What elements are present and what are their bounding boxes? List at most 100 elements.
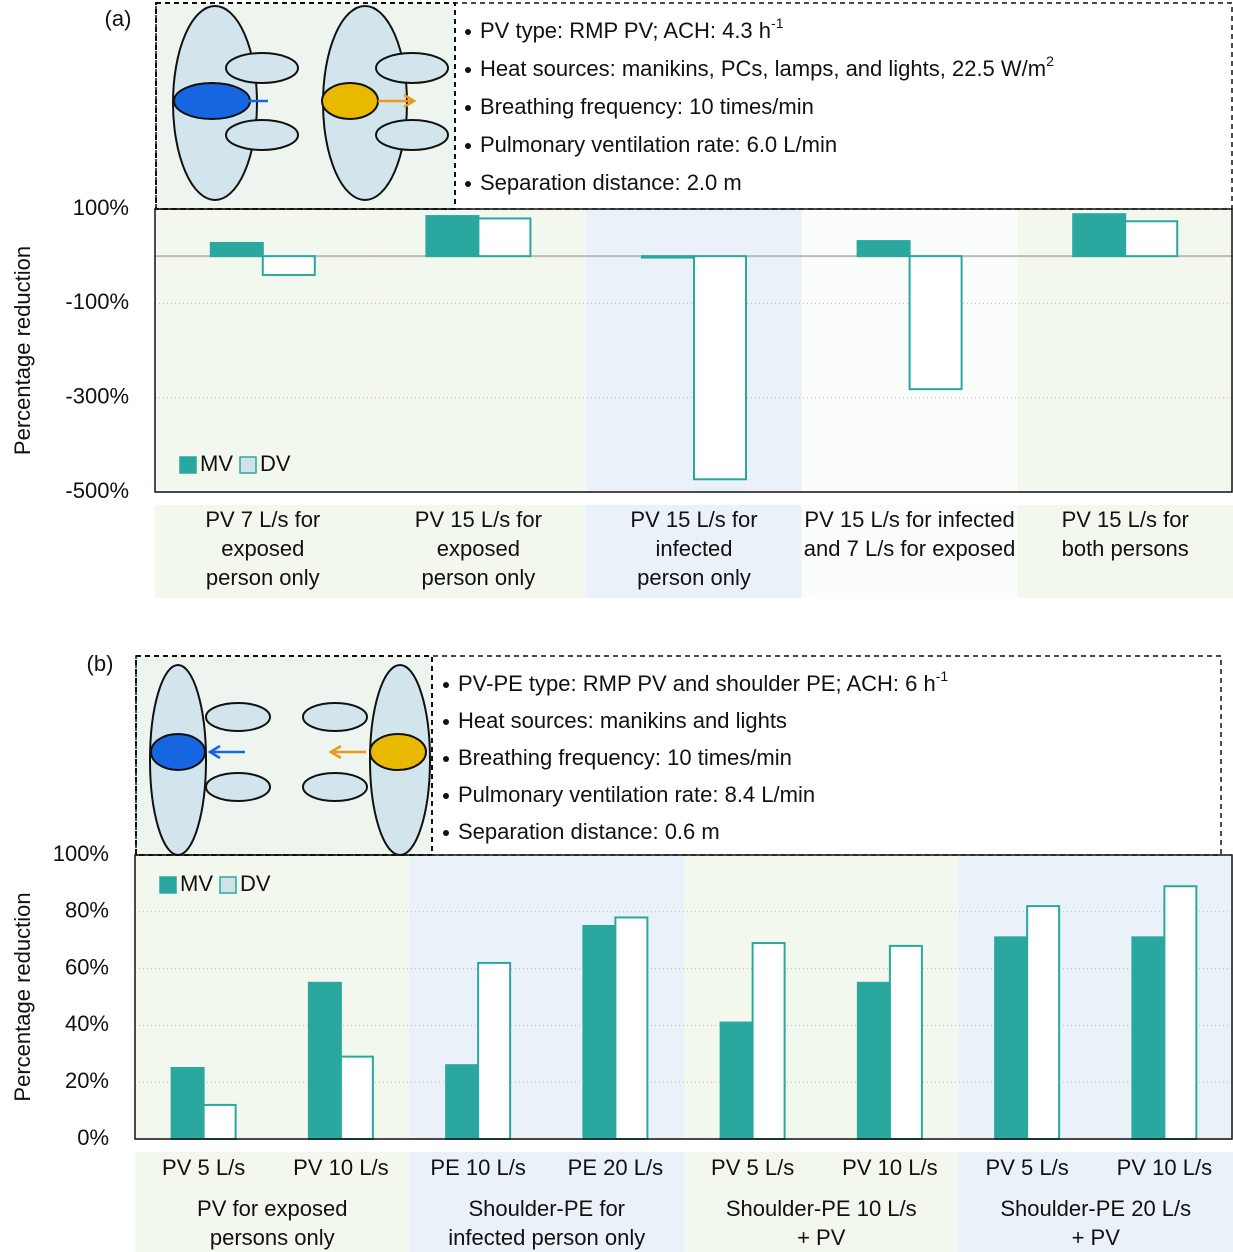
info-text: Separation distance: 0.6 m [458, 819, 720, 844]
legend-label: DV [260, 451, 291, 476]
bar [1131, 936, 1166, 1140]
bar [888, 944, 923, 1140]
x-tick-label: PV 5 L/s [986, 1155, 1069, 1180]
bullet [443, 719, 449, 725]
bullet [443, 793, 449, 799]
x-tick-label: PV 15 L/s for infected [804, 507, 1014, 532]
y-tick-label: 100% [53, 841, 109, 866]
arrow [231, 93, 268, 109]
x-tick-label: person only [422, 565, 536, 590]
diagram-a [155, 2, 456, 210]
panel-label: (b) [87, 651, 114, 676]
bar [641, 255, 695, 259]
x-tick-label: PV 5 L/s [711, 1155, 794, 1180]
panel-label: (a) [105, 6, 132, 31]
bullet [443, 756, 449, 762]
bar [1026, 905, 1061, 1140]
bullet [465, 29, 471, 35]
group-label: Shoulder-PE for [468, 1196, 625, 1221]
y-tick-label: 80% [65, 898, 109, 923]
info-text: PV type: RMP PV; ACH: 4.3 h-1 [480, 15, 784, 43]
info-text-main: PV type: RMP PV; ACH: 4.3 h [480, 18, 771, 43]
bullet [465, 105, 471, 111]
legend-swatch [159, 876, 177, 894]
info-text-main: Heat sources: manikins and lights [458, 708, 787, 733]
head-exposed [150, 733, 206, 771]
y-axis-title: Percentage reduction [10, 246, 35, 455]
x-tick-label: PV 10 L/s [842, 1155, 937, 1180]
info-text-main: PV-PE type: RMP PV and shoulder PE; ACH:… [458, 671, 936, 696]
bullet [465, 181, 471, 187]
band-bg [370, 209, 587, 598]
desk [375, 119, 449, 151]
info-text: Heat sources: manikins, PCs, lamps, and … [480, 53, 1054, 81]
y-tick-label: 40% [65, 1011, 109, 1036]
bullet [465, 67, 471, 73]
x-tick-label: PV 15 L/s for [415, 507, 542, 532]
y-tick-label: -100% [65, 289, 129, 314]
desk [205, 702, 271, 732]
x-tick-label: PE 20 L/s [568, 1155, 663, 1180]
info-text: Separation distance: 2.0 m [480, 170, 742, 195]
y-axis-title: Percentage reduction [10, 892, 35, 1101]
info-text-main: Pulmonary ventilation rate: 6.0 L/min [480, 132, 837, 157]
group-bg [135, 855, 410, 1252]
plot-frame [134, 854, 1233, 1140]
head-infected [369, 733, 427, 771]
desk [225, 119, 299, 151]
bar [719, 1021, 754, 1140]
group-label: PV for exposed [197, 1196, 347, 1221]
bar [1072, 213, 1127, 258]
bar [856, 981, 891, 1140]
bar [908, 255, 963, 391]
group-label: Shoulder-PE 20 L/s [1000, 1196, 1191, 1221]
x-tick-label: PV 15 L/s for [630, 507, 757, 532]
group-label: infected person only [448, 1225, 645, 1250]
desk [205, 772, 271, 802]
y-tick-label: 0% [77, 1125, 109, 1150]
bar [209, 241, 264, 258]
info-text: Pulmonary ventilation rate: 6.0 L/min [480, 132, 837, 157]
y-tick-label: -500% [65, 478, 129, 503]
info-text-main: Pulmonary ventilation rate: 8.4 L/min [458, 782, 815, 807]
band-bg [1017, 209, 1233, 598]
bullet [443, 682, 449, 688]
bar [202, 1103, 237, 1141]
bar [693, 255, 747, 481]
bar [994, 936, 1029, 1140]
info-text-sup: -1 [771, 15, 784, 31]
bar [1124, 220, 1179, 258]
x-tick-label: PE 10 L/s [430, 1155, 525, 1180]
info-text-main: Separation distance: 0.6 m [458, 819, 720, 844]
bar [614, 916, 649, 1140]
x-tick-label: exposed [437, 536, 520, 561]
bar [582, 925, 617, 1140]
head-infected [321, 82, 379, 120]
info-text-main: Heat sources: manikins, PCs, lamps, and … [480, 56, 1046, 81]
x-tick-label: person only [206, 565, 320, 590]
bar [170, 1067, 205, 1140]
legend-label: DV [240, 871, 271, 896]
info-text-main: Breathing frequency: 10 times/min [480, 94, 814, 119]
x-tick-label: person only [637, 565, 751, 590]
bar [261, 255, 316, 277]
info-text: Breathing frequency: 10 times/min [480, 94, 814, 119]
diagram-b [135, 655, 433, 856]
info-box [135, 655, 1222, 856]
y-tick-label: 100% [73, 195, 129, 220]
y-tick-label: 60% [65, 954, 109, 979]
legend-label: MV [180, 871, 213, 896]
gap [155, 493, 1233, 505]
x-tick-label: PV 10 L/s [1117, 1155, 1212, 1180]
legend-swatch [219, 876, 237, 894]
info-text: Pulmonary ventilation rate: 8.4 L/min [458, 782, 815, 807]
bar [1163, 885, 1198, 1140]
bar [445, 1064, 480, 1141]
arrow [207, 744, 245, 760]
group-label: persons only [210, 1225, 335, 1250]
desk [225, 52, 299, 84]
desk [375, 52, 449, 84]
legend-label: MV [200, 451, 233, 476]
desk [302, 772, 368, 802]
